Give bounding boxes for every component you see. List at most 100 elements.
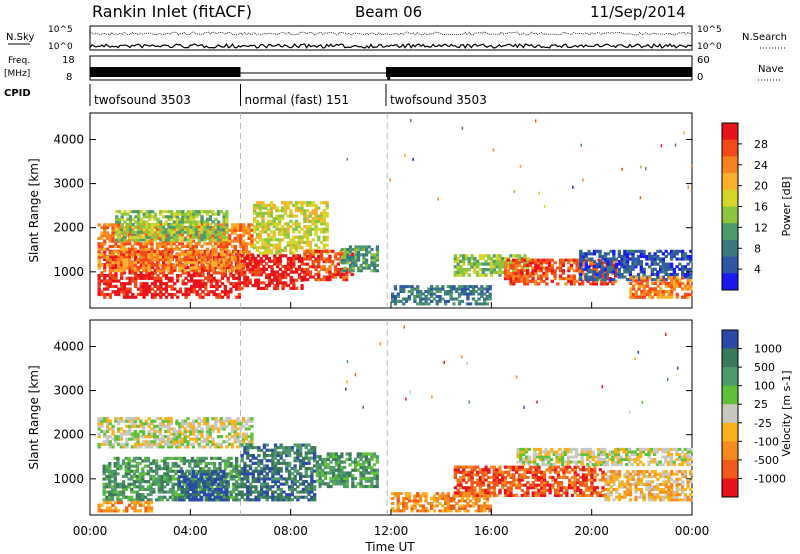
velocity-cell: [188, 488, 193, 492]
velocity-cell: [194, 440, 198, 444]
velocity-cell: [97, 422, 101, 426]
power-cell: [211, 226, 215, 230]
power-cell: [572, 282, 576, 286]
power-cell: [303, 217, 307, 221]
velocity-cell: [133, 445, 137, 449]
power-cell: [664, 267, 668, 271]
power-cell: [517, 277, 521, 281]
power-cell: [222, 220, 226, 224]
power-cell: [219, 258, 223, 262]
power-cell: [148, 274, 152, 278]
power-cell: [404, 299, 409, 303]
power-cell: [319, 278, 324, 282]
power-cell: [444, 299, 448, 303]
power-noise-cell: [660, 144, 663, 148]
power-cell: [452, 297, 456, 301]
velocity-cell: [307, 474, 311, 478]
velocity-cell: [208, 432, 212, 436]
velocity-cell: [121, 485, 126, 489]
power-cell: [192, 212, 196, 216]
power-cell: [322, 201, 326, 205]
power-cell: [111, 269, 115, 273]
power-cell: [481, 268, 485, 272]
velocity-cell: [293, 487, 297, 491]
power-cell: [234, 276, 239, 280]
power-cell: [153, 238, 157, 242]
power-cell: [623, 270, 627, 274]
velocity-cell: [135, 462, 139, 466]
velocity-cell: [211, 482, 215, 486]
power-cell: [125, 250, 129, 254]
power-cell: [175, 238, 179, 242]
power-cell: [161, 215, 166, 219]
velocity-cell: [174, 498, 178, 502]
power-cell: [208, 215, 212, 219]
velocity-cell: [167, 417, 171, 421]
velocity-cell: [116, 482, 120, 486]
power-cell: [120, 287, 124, 291]
velocity-cell: [105, 464, 109, 468]
power-cell: [292, 262, 296, 266]
velocity-cell: [225, 482, 229, 486]
velocity-cell: [216, 442, 221, 446]
power-cell: [466, 287, 470, 291]
power-cell: [175, 253, 179, 257]
power-cell: [672, 276, 677, 280]
power-cell: [514, 279, 519, 283]
velocity-cell: [193, 464, 197, 468]
velocity-cell: [169, 417, 173, 421]
velocity-cell: [146, 469, 150, 473]
velocity-cell: [247, 419, 251, 423]
power-cell: [416, 302, 420, 306]
velocity-cell: [246, 495, 250, 499]
power-cell: [683, 287, 687, 291]
power-cell: [662, 279, 666, 283]
velocity-cell: [265, 482, 269, 486]
power-cell: [322, 275, 326, 279]
velocity-cell: [235, 480, 239, 484]
velocity-cell: [132, 469, 137, 473]
power-cell: [214, 247, 218, 251]
power-cell: [150, 250, 154, 254]
velocity-cell: [153, 442, 157, 446]
velocity-cell: [186, 422, 190, 426]
velocity-cell: [313, 495, 317, 499]
power-cell: [228, 234, 232, 238]
velocity-cell: [179, 493, 184, 497]
power-cell: [534, 266, 538, 270]
power-cell: [589, 282, 593, 286]
power-cell: [348, 269, 353, 273]
power-cell: [103, 282, 107, 286]
power-cell: [144, 258, 148, 262]
power-cell: [536, 282, 541, 286]
velocity-cell: [214, 495, 218, 499]
power-cell: [186, 242, 190, 246]
power-cell: [222, 263, 226, 267]
power-cell: [225, 255, 229, 259]
power-cell: [214, 230, 218, 234]
power-cell: [620, 262, 624, 266]
power-cell: [587, 278, 591, 282]
power-cell: [514, 263, 519, 267]
power-cell: [103, 265, 107, 270]
velocity-cell: [105, 437, 110, 441]
power-cell: [208, 261, 212, 265]
power-cell: [594, 279, 598, 283]
power-cell: [280, 206, 285, 210]
nsearch-tick-bottom: 10^0: [697, 42, 722, 52]
velocity-cell: [321, 471, 325, 475]
power-cell: [153, 290, 157, 294]
power-cell: [181, 282, 185, 286]
velocity-cell: [121, 490, 126, 494]
power-cell: [223, 290, 227, 294]
power-cell: [662, 295, 666, 299]
power-cell: [206, 271, 211, 275]
power-cell: [153, 279, 157, 283]
power-cell: [659, 260, 663, 264]
power-cell: [158, 269, 162, 273]
velocity-cell: [251, 477, 255, 481]
velocity-cell: [122, 445, 126, 449]
power-cell: [128, 215, 133, 219]
power-cell: [631, 249, 635, 253]
power-cell: [603, 278, 608, 282]
